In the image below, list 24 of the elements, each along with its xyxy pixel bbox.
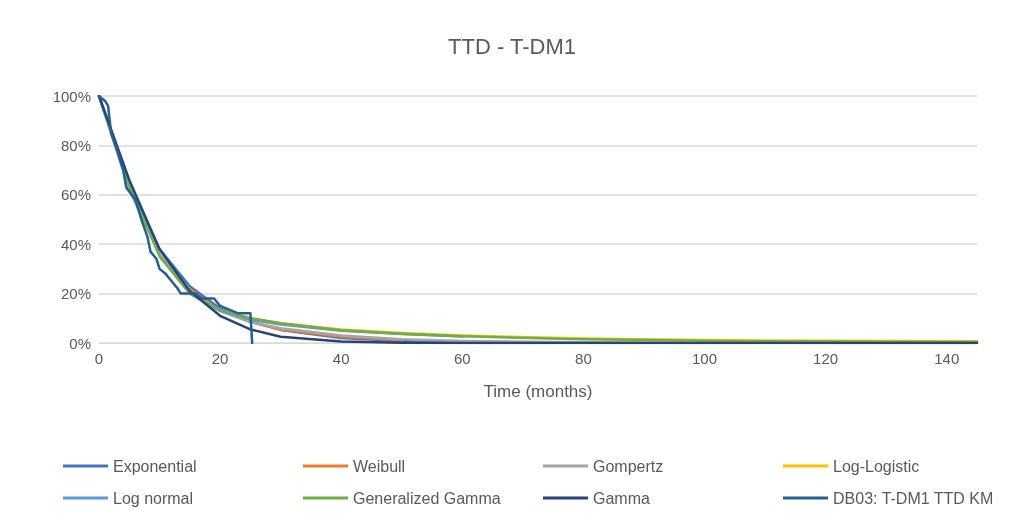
x-tick-label: 60: [453, 350, 471, 367]
x-axis-title: Time (months): [483, 382, 593, 401]
legend-label: Log-Logistic: [833, 457, 920, 475]
x-tick-label: 0: [94, 350, 104, 367]
legend-label: Log normal: [113, 489, 194, 507]
y-tick-label: 100%: [52, 87, 91, 105]
x-tick-label: 80: [575, 350, 592, 367]
x-tick-label: 120: [813, 350, 839, 367]
y-tick-label: 0%: [69, 334, 91, 352]
legend-label: Gamma: [593, 489, 650, 507]
legend-label: Generalized Gamma: [353, 489, 501, 507]
y-tick-label: 20%: [60, 285, 91, 303]
x-tick-label: 40: [332, 350, 350, 367]
legend-label: Weibull: [353, 457, 406, 475]
legend-label: Exponential: [113, 457, 197, 475]
x-tick-label: 140: [934, 350, 960, 367]
y-tick-label: 80%: [60, 136, 91, 154]
y-tick-label: 40%: [60, 235, 91, 253]
x-tick-label: 20: [211, 350, 229, 367]
y-tick-label: 60%: [60, 186, 91, 204]
chart-title: TTD - T-DM1: [448, 33, 576, 59]
x-tick-label: 100: [692, 350, 718, 367]
legend-label: DB03: T-DM1 TTD KM: [833, 489, 994, 507]
legend-label: Gompertz: [593, 457, 664, 475]
